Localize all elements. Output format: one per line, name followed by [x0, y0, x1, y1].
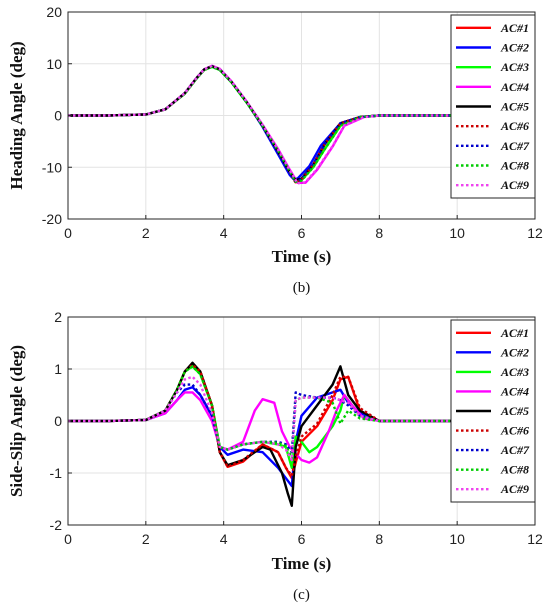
- legend-label-ac4: AC#4: [500, 384, 529, 398]
- y-tick-label: 2: [54, 309, 62, 325]
- x-tick-label: 8: [375, 531, 383, 547]
- series-group: [68, 64, 535, 185]
- x-tick-label: 10: [449, 225, 465, 241]
- x-tick-label: 4: [220, 531, 228, 547]
- x-tick-label: 12: [527, 225, 543, 241]
- legend-label-ac7: AC#7: [500, 139, 530, 153]
- series-line-ac6: [68, 363, 535, 477]
- legend-label-ac9: AC#9: [500, 178, 529, 192]
- legend-label-ac1: AC#1: [500, 326, 529, 340]
- y-tick-label: 1: [54, 361, 62, 377]
- legend: AC#1 AC#2 AC#3 AC#4 AC#5 AC#6 AC#7 AC#8 AC#9: [450, 14, 536, 199]
- y-tick-label: -20: [42, 211, 62, 227]
- x-axis-label: Time (s): [272, 247, 332, 266]
- x-tick-label: 8: [375, 225, 383, 241]
- legend-label-ac3: AC#3: [500, 365, 529, 379]
- y-tick-label: 10: [46, 56, 62, 72]
- legend-label-ac6: AC#6: [500, 424, 529, 438]
- series-group: [68, 361, 535, 507]
- legend-label-ac4: AC#4: [500, 80, 529, 94]
- legend-label-ac2: AC#2: [500, 345, 529, 359]
- x-tick-label: 12: [527, 531, 543, 547]
- series-line-ac9: [68, 64, 535, 185]
- legend-label-ac8: AC#8: [500, 463, 529, 477]
- series-line-ac4: [68, 391, 535, 464]
- x-tick-label: 6: [298, 531, 306, 547]
- x-tick-label: 10: [449, 531, 465, 547]
- legend-label-ac6: AC#6: [500, 119, 529, 133]
- y-tick-label: -2: [50, 517, 63, 533]
- y-tick-label: 0: [54, 108, 62, 124]
- x-tick-label: 2: [142, 225, 150, 241]
- legend-label-ac5: AC#5: [500, 100, 529, 114]
- chart-panel-1: 0 2 4 6 8 10 12 -20 -10 0 10 20 Time (s) Heading Angl…: [7, 4, 543, 296]
- y-tick-label: -10: [42, 159, 62, 175]
- y-tick-label: 0: [54, 413, 62, 429]
- x-tick-label: 0: [64, 225, 72, 241]
- legend-label-ac5: AC#5: [500, 404, 529, 418]
- x-tick-label: 6: [298, 225, 306, 241]
- legend-label-ac8: AC#8: [500, 159, 529, 173]
- legend-label-ac2: AC#2: [500, 41, 529, 55]
- figure-caption: (b): [293, 280, 311, 296]
- series-line-ac9: [68, 375, 535, 462]
- x-axis-label: Time (s): [272, 554, 332, 573]
- legend-label-ac7: AC#7: [500, 443, 530, 457]
- x-tick-label: 4: [220, 225, 228, 241]
- legend-label-ac3: AC#3: [500, 60, 529, 74]
- legend: AC#1 AC#2 AC#3 AC#4 AC#5 AC#6 AC#7 AC#8 AC#9: [450, 319, 536, 503]
- y-tick-label: 20: [46, 4, 62, 20]
- figure-caption: (c): [293, 587, 310, 603]
- y-tick-label: -1: [50, 465, 63, 481]
- series-line-ac8: [68, 365, 535, 459]
- legend-label-ac9: AC#9: [500, 482, 529, 496]
- legend-label-ac1: AC#1: [500, 21, 529, 35]
- x-tick-label: 2: [142, 531, 150, 547]
- y-axis-label: Side-Slip Angle (deg): [7, 345, 26, 497]
- x-tick-label: 0: [64, 531, 72, 547]
- y-axis-label: Heading Angle (deg): [7, 41, 26, 189]
- series-line-ac7: [68, 383, 535, 454]
